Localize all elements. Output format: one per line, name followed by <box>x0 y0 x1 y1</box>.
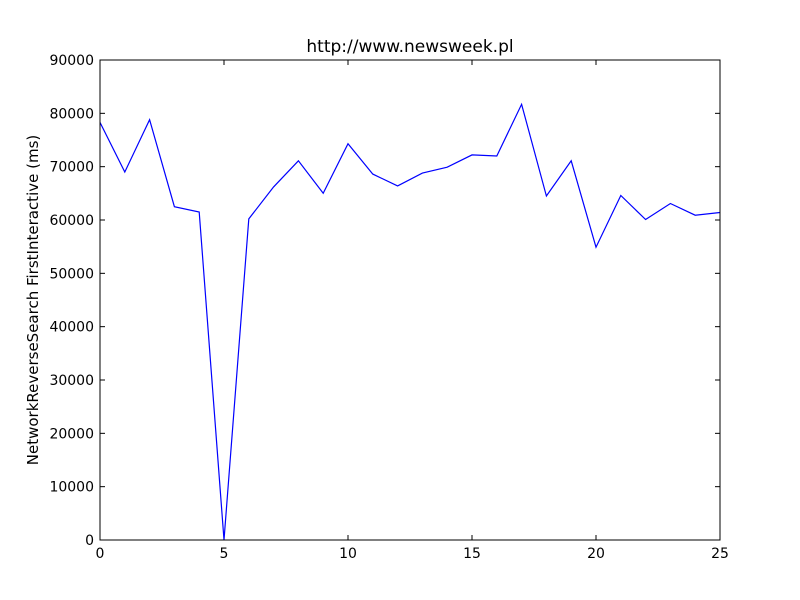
y-tick-label: 90000 <box>49 53 94 69</box>
axis-tick-labels: 0 5 10 15 20 25 0 10000 20000 30000 40000 50000 6000… <box>49 53 728 562</box>
series-layer <box>99 102 721 541</box>
chart-title: http://www.newsweek.pl <box>306 37 513 57</box>
y-tick-label: 70000 <box>49 160 94 176</box>
x-tick-label: 10 <box>339 546 357 562</box>
y-tick-label: 80000 <box>49 106 94 122</box>
series-line-0 <box>99 102 721 541</box>
y-tick-label: 20000 <box>49 426 94 442</box>
axis-ticks <box>99 59 721 541</box>
y-tick-label: 30000 <box>49 373 94 389</box>
x-tick-label: 25 <box>711 546 729 562</box>
y-axis-title: NetworkReverseSearch FirstInteractive (m… <box>24 135 42 466</box>
y-tick-label: 0 <box>85 533 94 549</box>
x-tick-label: 0 <box>96 546 105 562</box>
y-tick-label: 10000 <box>49 480 94 496</box>
y-tick-label: 50000 <box>49 266 94 282</box>
plot-frame <box>99 59 721 541</box>
x-tick-label: 5 <box>220 546 229 562</box>
x-tick-label: 20 <box>587 546 605 562</box>
y-tick-label: 60000 <box>49 213 94 229</box>
x-tick-label: 15 <box>463 546 481 562</box>
y-tick-label: 40000 <box>49 320 94 336</box>
